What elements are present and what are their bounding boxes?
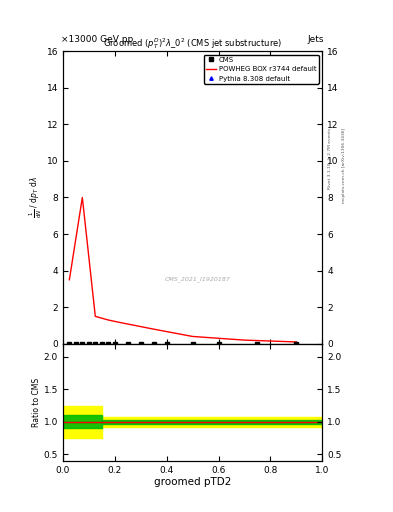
Pythia 8.308 default [86, 340, 91, 347]
POWHEG BOX r3744 default [242, 337, 247, 343]
Line: Pythia 8.308 default: Pythia 8.308 default [68, 342, 298, 346]
Pythia 8.308 default [125, 340, 130, 347]
POWHEG BOX r3744 default [119, 319, 123, 326]
Pythia 8.308 default [164, 340, 169, 347]
Y-axis label: Ratio to CMS: Ratio to CMS [32, 378, 41, 427]
Pythia 8.308 default [255, 340, 260, 347]
CMS [106, 340, 111, 347]
CMS [125, 340, 130, 347]
CMS [164, 340, 169, 347]
Pythia 8.308 default [106, 340, 111, 347]
CMS [190, 340, 195, 347]
Text: Rivet 3.1.10, ≥ 2.7M events: Rivet 3.1.10, ≥ 2.7M events [328, 128, 332, 189]
Pythia 8.308 default [151, 340, 156, 347]
CMS [67, 340, 72, 347]
Pythia 8.308 default [216, 340, 221, 347]
X-axis label: groomed pTD2: groomed pTD2 [154, 477, 231, 487]
CMS [93, 340, 98, 347]
CMS [86, 340, 91, 347]
Text: ×13000 GeV pp: ×13000 GeV pp [61, 34, 133, 44]
Text: CMS_2021_I1920187: CMS_2021_I1920187 [165, 276, 231, 282]
CMS [255, 340, 260, 347]
Pythia 8.308 default [294, 340, 299, 347]
POWHEG BOX r3744 default [67, 276, 72, 283]
Pythia 8.308 default [93, 340, 98, 347]
Title: Groomed $(p_T^D)^2\lambda\_0^2$ (CMS jet substructure): Groomed $(p_T^D)^2\lambda\_0^2$ (CMS jet… [103, 36, 282, 51]
Pythia 8.308 default [138, 340, 143, 347]
Pythia 8.308 default [80, 340, 85, 347]
CMS [294, 340, 299, 347]
Pythia 8.308 default [112, 340, 117, 347]
POWHEG BOX r3744 default [294, 339, 299, 345]
POWHEG BOX r3744 default [151, 326, 156, 332]
Text: mcplots.cern.ch [arXiv:1306.3436]: mcplots.cern.ch [arXiv:1306.3436] [342, 128, 346, 203]
CMS [151, 340, 156, 347]
CMS [80, 340, 85, 347]
Pythia 8.308 default [99, 340, 104, 347]
CMS [138, 340, 143, 347]
Pythia 8.308 default [67, 340, 72, 347]
CMS [112, 340, 117, 347]
Text: Jets: Jets [308, 34, 324, 44]
Legend: CMS, POWHEG BOX r3744 default, Pythia 8.308 default: CMS, POWHEG BOX r3744 default, Pythia 8.… [204, 55, 319, 84]
Line: CMS: CMS [68, 342, 298, 346]
CMS [216, 340, 221, 347]
CMS [73, 340, 78, 347]
Pythia 8.308 default [73, 340, 78, 347]
POWHEG BOX r3744 default [80, 195, 85, 201]
CMS [99, 340, 104, 347]
POWHEG BOX r3744 default [93, 313, 98, 319]
POWHEG BOX r3744 default [190, 333, 195, 339]
Y-axis label: $\frac{1}{\mathrm{d}N}$ / $\mathrm{d}p_T$ $\mathrm{d}\lambda$: $\frac{1}{\mathrm{d}N}$ / $\mathrm{d}p_T… [28, 177, 44, 219]
Pythia 8.308 default [190, 340, 195, 347]
Line: POWHEG BOX r3744 default: POWHEG BOX r3744 default [70, 198, 296, 342]
POWHEG BOX r3744 default [106, 317, 111, 323]
